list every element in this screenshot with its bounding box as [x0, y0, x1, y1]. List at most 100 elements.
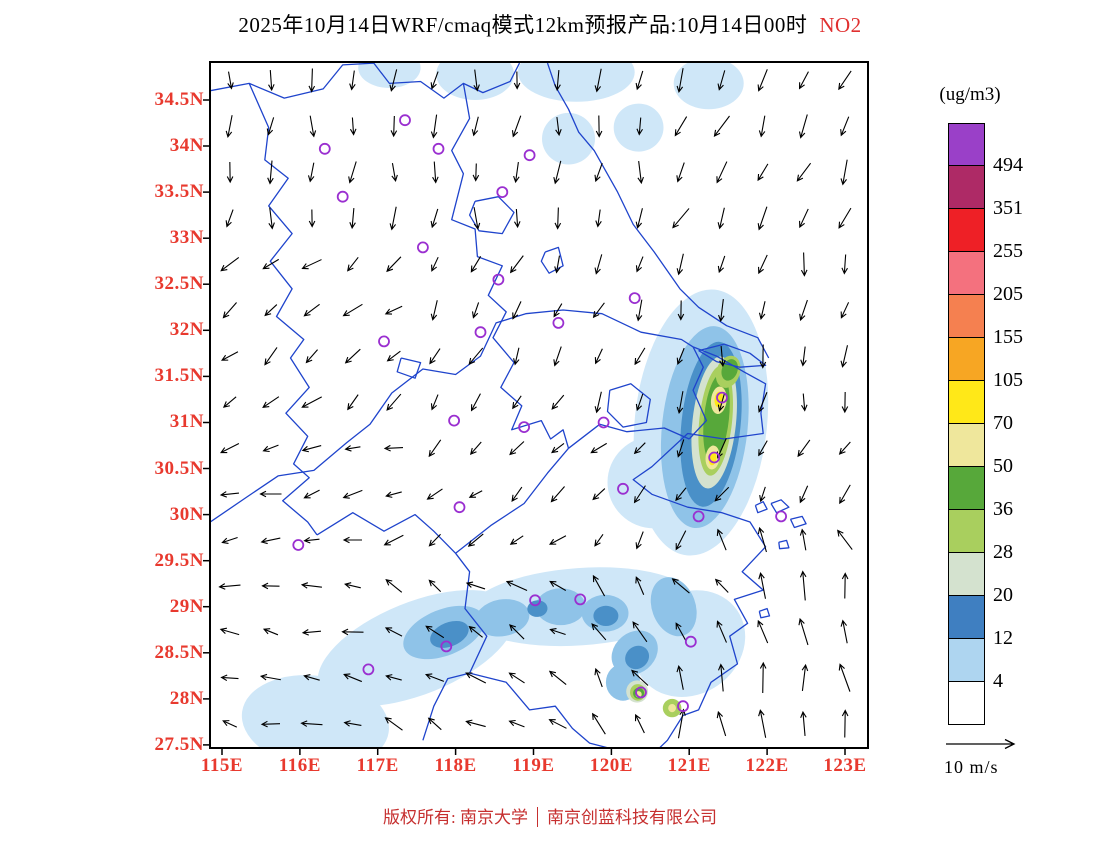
wind-arrow: [758, 709, 767, 738]
station-marker: [362, 663, 375, 676]
footer-credit-right: 南京创蓝科技有限公司: [546, 808, 717, 827]
wind-arrow: [431, 256, 439, 272]
lat-tick-label: 29.5N: [154, 549, 204, 571]
wind-arrow: [840, 345, 849, 368]
contour-fill: [673, 62, 744, 110]
wind-arrow: [759, 661, 767, 694]
wind-arrow: [551, 394, 565, 410]
wind-arrow: [268, 69, 275, 92]
wind-arrow: [512, 395, 522, 410]
lon-tick-label: 118E: [434, 755, 477, 776]
colorbar-cell: [948, 166, 985, 209]
colorbar-tick-label: 36: [993, 498, 1013, 520]
lat-tick-label: 33N: [169, 227, 204, 249]
wind-arrow: [303, 674, 320, 681]
colorbar-cell: [948, 596, 985, 639]
wind-arrow: [631, 669, 649, 686]
wind-arrow: [349, 207, 356, 230]
wind-arrow: [261, 582, 280, 590]
lon-tick-label: 120E: [589, 755, 633, 776]
wind-arrow: [553, 346, 562, 367]
wind-arrow: [465, 672, 487, 684]
wind-arrow: [717, 207, 725, 230]
station-marker: [597, 416, 610, 429]
wind-arrow: [800, 710, 807, 737]
map-boundary-line: [248, 83, 318, 536]
wind-arrow: [260, 720, 281, 728]
wind-arrow: [594, 162, 603, 183]
colorbar-tick-label: 105: [993, 369, 1023, 391]
contour-fill: [430, 620, 469, 648]
map-boundary-line: [606, 383, 651, 428]
map-boundary-line: [758, 607, 771, 619]
wind-arrow: [222, 396, 237, 408]
wind-arrow: [471, 116, 479, 137]
wind-arrow: [635, 576, 645, 595]
wind-arrow: [303, 536, 320, 544]
colorbar-cell: [948, 252, 985, 295]
lat-tick-label: 30N: [169, 503, 204, 525]
wind-arrow: [841, 709, 849, 738]
wind-arrow: [839, 484, 851, 505]
wind-arrow: [513, 347, 520, 366]
wind-arrow: [219, 491, 240, 498]
wind-arrow: [635, 531, 644, 550]
lat-tick-label: 30.5N: [154, 457, 204, 479]
lat-tick-label: 28N: [169, 687, 204, 709]
map-panel: [203, 61, 869, 755]
colorbar-tick-label: 20: [993, 584, 1013, 606]
wind-arrow: [389, 69, 398, 92]
wind-arrow: [384, 627, 403, 637]
colorbar-tick-label: 28: [993, 541, 1013, 563]
wind-arrow: [759, 486, 766, 503]
wind-arrow: [796, 162, 812, 182]
wind-arrow: [590, 442, 607, 454]
station-marker: [617, 482, 629, 495]
contour-fill: [721, 359, 738, 381]
map-boundary-line: [455, 447, 569, 554]
wind-arrow: [391, 163, 398, 183]
station-marker: [474, 326, 487, 339]
wind-arrow: [636, 117, 643, 136]
wind-arrow: [549, 628, 566, 635]
lat-tick-label: 28.5N: [154, 641, 204, 663]
wind-arrow: [342, 303, 363, 317]
wind-arrow: [509, 535, 524, 545]
station-marker: [416, 241, 429, 254]
wind-arrow: [468, 347, 484, 365]
contour-fill: [535, 588, 586, 626]
lat-tick-label: 33.5N: [154, 181, 204, 203]
colorbar-tick-label: 155: [993, 326, 1023, 348]
wind-arrow: [635, 256, 644, 273]
wind-arrow: [430, 71, 439, 90]
station-marker: [336, 190, 349, 203]
wind-arrow: [308, 68, 316, 93]
wind-arrow: [554, 69, 561, 92]
wind-arrow: [672, 208, 690, 229]
wind-arrow: [430, 300, 438, 321]
wind-arrow: [797, 439, 811, 458]
wind-arrow: [553, 160, 562, 185]
contour-fill: [650, 577, 697, 637]
wind-arrow: [594, 348, 603, 365]
colorbar-cell: [948, 639, 985, 682]
wind-arrow: [509, 255, 524, 274]
station-marker: [492, 273, 505, 286]
colorbar-tick-label: 12: [993, 627, 1013, 649]
wind-arrow: [718, 299, 725, 323]
wind-arrow: [841, 254, 848, 275]
map-boundary-line: [396, 357, 422, 379]
wind-arrow: [386, 393, 402, 411]
map-canvas: [203, 61, 869, 755]
wind-arrow: [633, 485, 646, 504]
wind-arrow: [385, 491, 402, 498]
contour-fill: [625, 645, 650, 670]
lat-tick-label: 31.5N: [154, 365, 204, 387]
wind-arrow: [713, 115, 730, 137]
wind-arrow: [307, 162, 315, 183]
wind-arrow: [428, 533, 441, 547]
wind-arrow: [341, 628, 364, 636]
wind-arrow: [757, 206, 768, 231]
wind-arrow: [637, 161, 644, 185]
wind-arrow: [342, 536, 362, 544]
